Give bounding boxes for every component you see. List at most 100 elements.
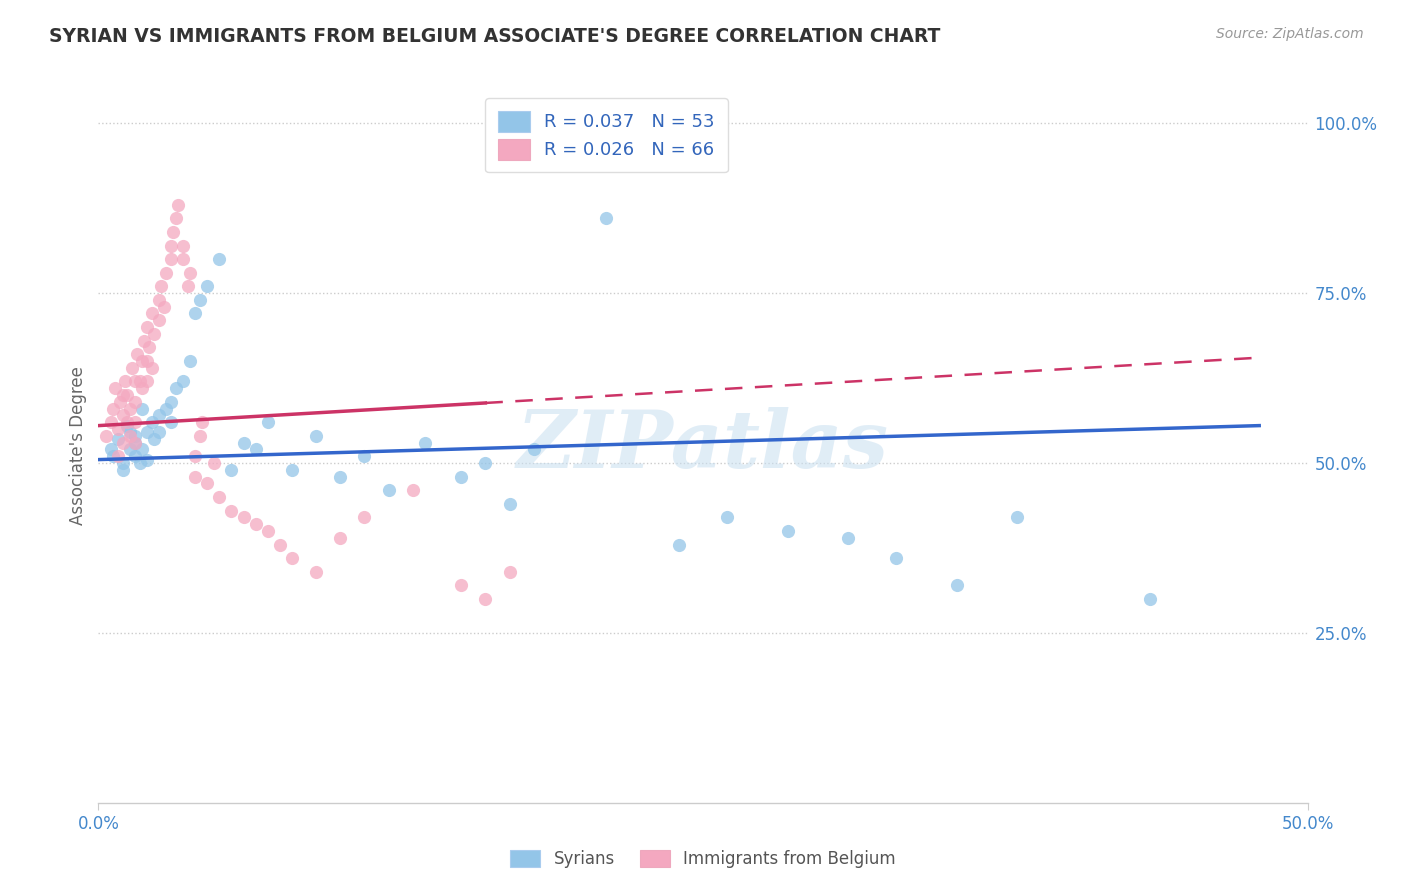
Point <box>148 425 170 440</box>
Point <box>195 279 218 293</box>
Point <box>184 306 207 320</box>
Point <box>256 524 278 538</box>
Point <box>172 252 194 266</box>
Point <box>111 463 134 477</box>
Point <box>124 375 146 389</box>
Point <box>305 565 328 579</box>
Point <box>141 415 163 429</box>
Point <box>269 537 291 551</box>
Point <box>143 326 166 341</box>
Point <box>117 415 139 429</box>
Point <box>111 409 134 423</box>
Point <box>150 279 173 293</box>
Point <box>208 490 231 504</box>
Point <box>94 429 117 443</box>
Point <box>135 320 157 334</box>
Point <box>160 252 183 266</box>
Point <box>837 531 859 545</box>
Point <box>124 394 146 409</box>
Point <box>162 225 184 239</box>
Point <box>131 442 153 457</box>
Point <box>353 510 375 524</box>
Point <box>184 469 207 483</box>
Point <box>111 456 134 470</box>
Point <box>716 510 738 524</box>
Point <box>498 497 520 511</box>
Point <box>107 422 129 436</box>
Point <box>118 425 141 440</box>
Point <box>281 463 304 477</box>
Point <box>160 394 183 409</box>
Point <box>498 565 520 579</box>
Point <box>402 483 425 498</box>
Point <box>1139 591 1161 606</box>
Point <box>177 279 200 293</box>
Point <box>141 306 163 320</box>
Point <box>117 418 139 433</box>
Point <box>353 449 375 463</box>
Point <box>135 354 157 368</box>
Point <box>100 442 122 457</box>
Point <box>131 401 153 416</box>
Point <box>523 442 546 457</box>
Point <box>208 252 231 266</box>
Point <box>118 429 141 443</box>
Point <box>135 452 157 467</box>
Point <box>128 456 150 470</box>
Point <box>104 381 127 395</box>
Point <box>118 442 141 457</box>
Point <box>245 517 267 532</box>
Point <box>101 449 124 463</box>
Point <box>188 429 211 443</box>
Point <box>124 435 146 450</box>
Point <box>160 415 183 429</box>
Point <box>256 415 278 429</box>
Point <box>946 578 969 592</box>
Point <box>668 537 690 551</box>
Point <box>138 341 160 355</box>
Point <box>450 469 472 483</box>
Point <box>776 524 799 538</box>
Point <box>167 198 190 212</box>
Point <box>1007 510 1029 524</box>
Point <box>329 531 352 545</box>
Point <box>191 415 214 429</box>
Point <box>124 415 146 429</box>
Point <box>111 388 134 402</box>
Point <box>179 354 201 368</box>
Point <box>413 435 436 450</box>
Point <box>131 381 153 395</box>
Point <box>172 375 194 389</box>
Point <box>155 266 177 280</box>
Point <box>124 449 146 463</box>
Point <box>195 476 218 491</box>
Point <box>245 442 267 457</box>
Point <box>135 425 157 440</box>
Point <box>111 435 134 450</box>
Point <box>165 381 187 395</box>
Point <box>232 435 254 450</box>
Text: SYRIAN VS IMMIGRANTS FROM BELGIUM ASSOCIATE'S DEGREE CORRELATION CHART: SYRIAN VS IMMIGRANTS FROM BELGIUM ASSOCI… <box>49 27 941 45</box>
Point <box>100 415 122 429</box>
Point <box>188 293 211 307</box>
Point <box>221 503 243 517</box>
Point <box>305 429 328 443</box>
Point <box>474 591 496 606</box>
Point <box>108 394 131 409</box>
Point <box>221 463 243 477</box>
Point <box>148 409 170 423</box>
Point <box>107 449 129 463</box>
Point <box>117 388 139 402</box>
Point <box>114 375 136 389</box>
Point <box>124 429 146 443</box>
Point <box>160 238 183 252</box>
Point <box>101 401 124 416</box>
Point <box>148 313 170 327</box>
Point <box>155 401 177 416</box>
Point <box>143 432 166 446</box>
Y-axis label: Associate's Degree: Associate's Degree <box>69 367 87 525</box>
Legend: Syrians, Immigrants from Belgium: Syrians, Immigrants from Belgium <box>503 843 903 875</box>
Point <box>131 354 153 368</box>
Point <box>128 375 150 389</box>
Point <box>184 449 207 463</box>
